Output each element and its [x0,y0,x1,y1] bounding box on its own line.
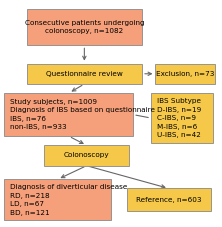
Text: Exclusion, n=73: Exclusion, n=73 [156,71,214,77]
Text: Colonoscopy: Colonoscopy [64,153,109,158]
FancyBboxPatch shape [151,93,213,143]
Text: IBS Subtype
D-IBS, n=19
C-IBS, n=9
M-IBS, n=6
U-IBS, n=42: IBS Subtype D-IBS, n=19 C-IBS, n=9 M-IBS… [157,98,201,138]
Text: Questionnaire review: Questionnaire review [46,71,123,77]
FancyBboxPatch shape [4,93,133,136]
Text: Study subjects, n=1009
Diagnosis of IBS based on questionnaire
IBS, n=76
non-IBS: Study subjects, n=1009 Diagnosis of IBS … [10,99,155,130]
FancyBboxPatch shape [4,179,111,220]
Text: Reference, n=603: Reference, n=603 [136,197,202,203]
FancyBboxPatch shape [127,188,211,211]
Text: Consecutive patients undergoing
colonoscopy, n=1082: Consecutive patients undergoing colonosc… [25,20,144,35]
FancyBboxPatch shape [44,145,129,166]
FancyBboxPatch shape [27,64,142,84]
FancyBboxPatch shape [155,64,215,84]
Text: Diagnosis of diverticular disease
RD, n=218
LD, n=67
BD, n=121: Diagnosis of diverticular disease RD, n=… [10,184,127,215]
FancyBboxPatch shape [27,9,142,45]
